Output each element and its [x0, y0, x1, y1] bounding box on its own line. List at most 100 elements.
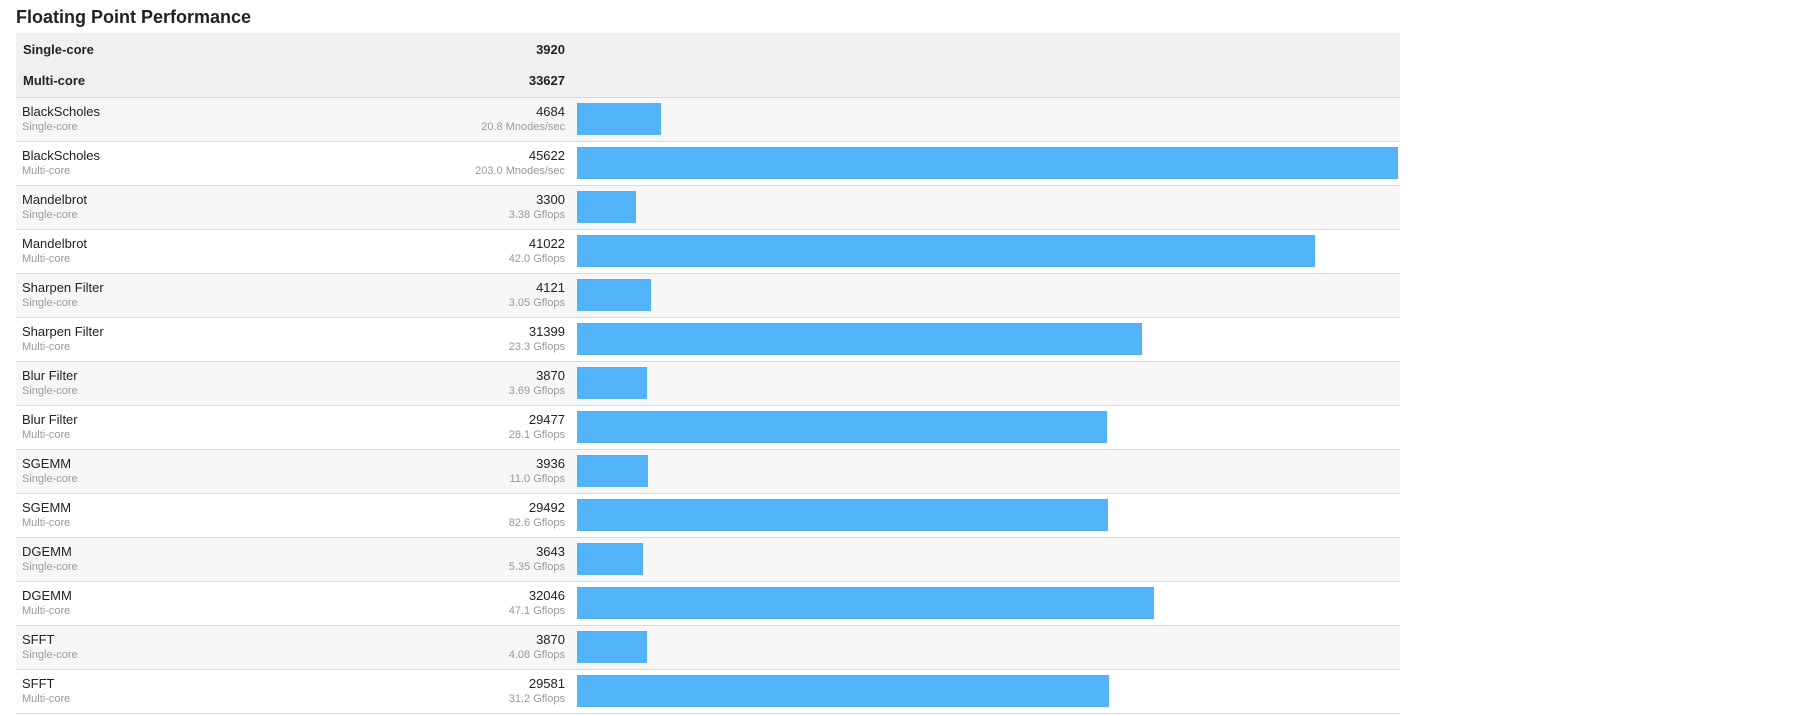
benchmark-bar-cell	[577, 229, 1400, 274]
benchmark-score: 4684	[536, 104, 565, 119]
score-bar-track	[577, 191, 1399, 223]
benchmark-bar-cell	[577, 273, 1400, 318]
benchmark-row: BlackScholes Single-core 4684 20.8 Mnodes/s…	[16, 97, 1400, 142]
benchmark-detail: 28.1 Gflops	[508, 429, 565, 441]
benchmark-row: Sharpen Filter Single-core 4121 3.05 Gflops	[16, 273, 1400, 318]
score-bar	[577, 103, 661, 135]
benchmark-bar-cell	[577, 669, 1400, 714]
benchmark-score: 29492	[528, 500, 565, 515]
benchmark-score: 45622	[528, 148, 565, 163]
benchmark-score: 3870	[536, 632, 565, 647]
benchmark-detail: 23.3 Gflops	[508, 341, 565, 353]
benchmark-mode: Single-core	[22, 561, 78, 573]
benchmark-row: SGEMM Multi-core 29492 82.6 Gflops	[16, 493, 1400, 538]
benchmark-row: Blur Filter Single-core 3870 3.69 Gflops	[16, 361, 1400, 406]
benchmark-name-cell: SFFT Single-core	[16, 625, 471, 670]
benchmark-detail: 5.35 Gflops	[508, 561, 565, 573]
benchmark-mode: Single-core	[22, 121, 78, 133]
benchmark-mode: Multi-core	[22, 517, 71, 529]
benchmark-row: Mandelbrot Single-core 3300 3.38 Gflops	[16, 185, 1400, 230]
benchmark-row: SGEMM Single-core 3936 11.0 Gflops	[16, 449, 1400, 494]
benchmark-mode: Multi-core	[22, 253, 71, 265]
score-bar	[577, 323, 1142, 355]
benchmark-name: DGEMM	[22, 588, 72, 603]
benchmark-name-cell: Blur Filter Single-core	[16, 361, 471, 406]
benchmark-name-cell: Blur Filter Multi-core	[16, 405, 471, 450]
benchmark-name: BlackScholes	[22, 148, 101, 163]
benchmark-score-cell: 4684 20.8 Mnodes/sec	[470, 97, 577, 142]
page-title: Floating Point Performance	[16, 7, 252, 27]
score-bar-track	[577, 543, 1399, 575]
summary-spacer	[577, 65, 1400, 98]
benchmark-name-cell: SFFT Multi-core	[16, 669, 471, 714]
benchmark-bar-cell	[577, 581, 1400, 626]
summary-score: 3920	[536, 41, 565, 57]
benchmark-row: Sharpen Filter Multi-core 31399 23.3 Gflops	[16, 317, 1400, 362]
benchmark-mode: Multi-core	[22, 693, 71, 705]
score-bar-track	[577, 103, 1399, 135]
benchmark-name-cell: Mandelbrot Single-core	[16, 185, 471, 230]
benchmark-mode: Multi-core	[22, 341, 71, 353]
benchmark-bar-cell	[577, 537, 1400, 582]
benchmark-name-cell: DGEMM Multi-core	[16, 581, 471, 626]
benchmark-bar-cell	[577, 361, 1400, 406]
benchmark-score-cell: 32046 47.1 Gflops	[470, 581, 577, 626]
benchmark-bar-cell	[577, 317, 1400, 362]
benchmark-mode: Multi-core	[22, 165, 71, 177]
benchmark-name-cell: BlackScholes Single-core	[16, 97, 471, 142]
benchmark-score-cell: 3300 3.38 Gflops	[470, 185, 577, 230]
benchmark-mode: Single-core	[22, 385, 78, 397]
benchmark-detail: 3.38 Gflops	[508, 209, 565, 221]
benchmark-bar-cell	[577, 405, 1400, 450]
benchmark-name-cell: Mandelbrot Multi-core	[16, 229, 471, 274]
benchmark-name: Mandelbrot	[22, 192, 88, 207]
benchmark-score: 29477	[528, 412, 565, 427]
score-bar-track	[577, 631, 1399, 663]
score-bar-track	[577, 323, 1399, 355]
benchmark-name: DGEMM	[22, 544, 72, 559]
score-bar-track	[577, 279, 1399, 311]
score-bar-track	[577, 411, 1399, 443]
benchmark-name-cell: Sharpen Filter Multi-core	[16, 317, 471, 362]
benchmark-row: DGEMM Single-core 3643 5.35 Gflops	[16, 537, 1400, 582]
benchmark-detail: 42.0 Gflops	[508, 253, 565, 265]
benchmark-score-cell: 45622 203.0 Mnodes/sec	[470, 141, 577, 186]
benchmark-rows: BlackScholes Single-core 4684 20.8 Mnodes/s…	[16, 97, 1400, 714]
score-bar-track	[577, 147, 1399, 179]
benchmark-mode: Single-core	[22, 649, 78, 661]
summary-row-single-core: Single-core 3920	[16, 33, 1400, 65]
benchmark-name: SGEMM	[22, 456, 72, 471]
benchmark-score: 4121	[536, 280, 565, 295]
benchmark-score: 41022	[528, 236, 565, 251]
benchmark-name: BlackScholes	[22, 104, 101, 119]
benchmark-score-cell: 29581 31.2 Gflops	[470, 669, 577, 714]
benchmark-row: Blur Filter Multi-core 29477 28.1 Gflops	[16, 405, 1400, 450]
benchmark-detail: 203.0 Mnodes/sec	[475, 165, 565, 177]
benchmark-name: Sharpen Filter	[22, 280, 104, 295]
benchmark-mode: Multi-core	[22, 429, 71, 441]
benchmark-mode: Single-core	[22, 209, 78, 221]
score-bar-track	[577, 235, 1399, 267]
benchmark-detail: 3.69 Gflops	[508, 385, 565, 397]
benchmark-score: 31399	[528, 324, 565, 339]
summary-row-multi-core: Multi-core 33627	[16, 65, 1400, 98]
benchmark-score-cell: 29492 82.6 Gflops	[470, 493, 577, 538]
benchmark-score-cell: 3870 3.69 Gflops	[470, 361, 577, 406]
benchmark-name-cell: DGEMM Single-core	[16, 537, 471, 582]
score-bar-track	[577, 499, 1399, 531]
benchmark-table: Single-core 3920 Multi-core 33627 BlackS…	[16, 33, 1400, 714]
benchmark-row: BlackScholes Multi-core 45622 203.0 Mnodes/…	[16, 141, 1400, 186]
benchmark-row: DGEMM Multi-core 32046 47.1 Gflops	[16, 581, 1400, 626]
summary-score: 33627	[470, 65, 577, 98]
benchmark-score: 29581	[528, 676, 565, 691]
score-bar	[577, 455, 648, 487]
benchmark-row: SFFT Multi-core 29581 31.2 Gflops	[16, 669, 1400, 714]
benchmark-detail: 4.08 Gflops	[508, 649, 565, 661]
score-bar	[577, 367, 647, 399]
score-bar-track	[577, 455, 1399, 487]
benchmark-detail: 82.6 Gflops	[508, 517, 565, 529]
score-bar	[577, 235, 1315, 267]
benchmark-name-cell: Sharpen Filter Single-core	[16, 273, 471, 318]
benchmark-name: Blur Filter	[22, 412, 78, 427]
benchmark-name-cell: SGEMM Single-core	[16, 449, 471, 494]
